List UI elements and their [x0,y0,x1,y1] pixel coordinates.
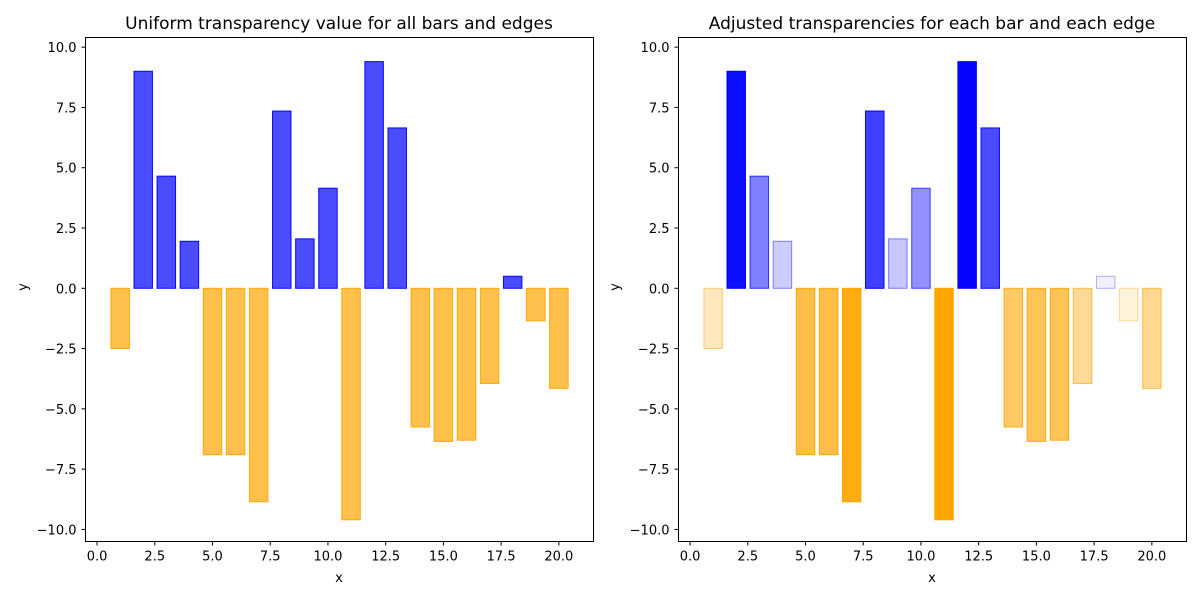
y-tick-label: 7.5 [649,101,670,116]
bar-19 [526,287,546,322]
y-tick-label: 7.5 [56,101,77,116]
x-ticks: 0.0 2.5 5.0 7.5 10.0 12.5 15.0 17.5 20.0 [680,541,1166,565]
bar-6 [225,287,246,456]
bar-16 [456,287,477,441]
bar-9 [295,238,315,289]
x-tick-label: 2.5 [144,550,165,565]
y-tick-label: −5.0 [638,403,670,418]
bar-16 [1049,287,1070,441]
y-axis-label: y [608,283,623,291]
y-tick-label: −7.5 [45,463,77,478]
plot-frame [85,37,594,542]
bar-10 [318,187,338,289]
x-tick-label: 12.5 [371,550,400,565]
bar-1 [703,287,723,350]
x-tick-label: 7.5 [853,550,874,565]
y-tick-label: −2.5 [638,343,670,358]
bar-10 [911,187,931,289]
bar-18 [502,275,523,289]
y-tick-label: 10.0 [641,41,670,56]
bar-13 [980,127,1000,289]
x-tick-label: 20.0 [544,550,573,565]
x-tick-label: 5.0 [795,550,816,565]
bar-12 [364,61,384,289]
bar-11 [934,287,954,521]
x-tick-label: 7.5 [260,550,281,565]
x-tick-label: 0.0 [680,550,701,565]
bar-17 [479,287,500,385]
x-tick-label: 10.0 [906,550,935,565]
x-ticks: 0.0 2.5 5.0 7.5 10.0 12.5 15.0 17.5 20.0 [87,541,573,565]
bar-14 [410,287,431,428]
x-tick-label: 0.0 [87,550,108,565]
x-axis-label: x [928,571,936,586]
y-tick-label: −7.5 [638,463,670,478]
y-tick-label: −10.0 [37,523,77,538]
chart-title: Uniform transparency value for all bars … [125,14,553,34]
bar-6 [818,287,839,456]
y-tick-label: −2.5 [45,343,77,358]
bar-7 [841,287,862,503]
x-tick-label: 12.5 [964,550,993,565]
y-tick-label: 2.5 [649,222,670,237]
bar-15 [1026,287,1047,442]
y-tick-label: 0.0 [649,282,670,297]
y-tick-label: −10.0 [630,523,670,538]
bar-4 [772,240,793,289]
bar-2 [133,70,153,289]
bars [110,61,569,521]
y-tick-label: 5.0 [649,162,670,177]
bar-20 [1142,287,1162,389]
bar-11 [341,287,361,521]
bar-12 [957,61,977,289]
bar-5 [202,287,223,456]
y-tick-label: −5.0 [45,403,77,418]
bar-4 [179,240,200,289]
bar-14 [1003,287,1024,428]
bars [703,61,1162,521]
bar-2 [726,70,746,289]
x-tick-label: 20.0 [1137,550,1166,565]
y-ticks: 10.0 7.5 5.0 2.5 0.0 −2.5 −5.0 −7.5 −10.0 [37,41,86,538]
y-tick-label: 5.0 [56,162,77,177]
x-tick-label: 17.5 [1080,550,1109,565]
y-ticks: 10.0 7.5 5.0 2.5 0.0 −2.5 −5.0 −7.5 −10.0 [630,41,679,538]
bar-13 [387,127,407,289]
y-tick-label: 2.5 [56,222,77,237]
plot-frame [678,37,1187,542]
bar-7 [248,287,269,503]
bar-20 [549,287,569,389]
y-tick-label: 0.0 [56,282,77,297]
bar-8 [865,110,885,289]
bar-3 [749,175,770,289]
x-tick-label: 15.0 [429,550,458,565]
bar-15 [433,287,454,442]
chart-title: Adjusted transparencies for each bar and… [709,14,1155,34]
bar-5 [795,287,816,456]
chart-adjusted-transparency: Adjusted transparencies for each bar and… [608,14,1187,586]
x-tick-label: 10.0 [313,550,342,565]
bar-8 [272,110,292,289]
bar-9 [888,238,908,289]
bar-18 [1095,275,1116,289]
x-axis-label: x [335,571,343,586]
bar-3 [156,175,177,289]
x-tick-label: 2.5 [737,550,758,565]
x-tick-label: 5.0 [202,550,223,565]
x-tick-label: 15.0 [1022,550,1051,565]
x-tick-label: 17.5 [487,550,516,565]
y-tick-label: 10.0 [48,41,77,56]
y-axis-label: y [16,283,31,291]
bar-1 [110,287,130,350]
bar-17 [1072,287,1093,385]
bar-19 [1119,287,1139,322]
chart-uniform-transparency: Uniform transparency value for all bars … [16,14,594,586]
